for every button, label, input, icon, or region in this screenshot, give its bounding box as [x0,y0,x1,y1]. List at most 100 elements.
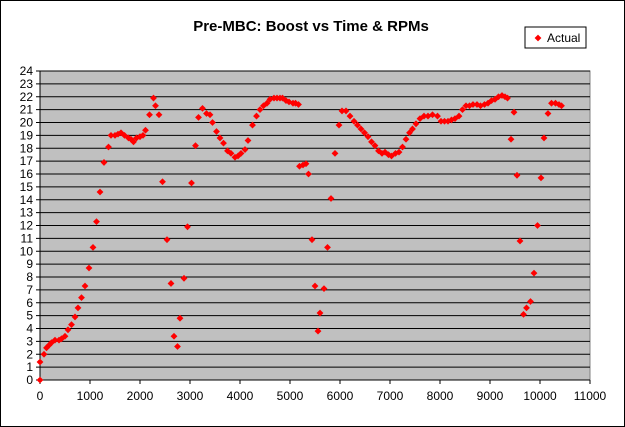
data-point [295,101,302,108]
y-tick-label: 18 [20,141,34,155]
y-tick-label: 16 [20,167,34,181]
y-tick-label: 6 [26,296,33,310]
data-point [253,112,260,120]
data-point [146,111,153,119]
data-point [51,336,59,344]
data-point [308,236,316,244]
data-point [544,110,552,117]
data-point [523,304,530,312]
data-point [167,280,175,287]
y-tick-label: 12 [20,219,34,233]
data-point [282,97,290,105]
y-tick-label: 9 [26,257,33,271]
data-point [152,102,159,110]
data-point [444,117,452,125]
data-point [279,94,286,102]
y-tick-label: 19 [20,128,34,142]
data-point [381,148,389,156]
data-point [455,112,463,120]
data-point [501,93,509,101]
x-tick-label: 6000 [327,389,354,403]
data-point [234,152,242,160]
data-point [163,236,171,244]
data-point [320,285,328,292]
x-axis-ticks: 0 1000 2000 3000 4000 5000 6000 7000 8000 9000 100… [37,380,607,403]
data-point [537,174,545,182]
data-point [299,161,307,169]
y-tick-label: 1 [26,360,33,374]
data-point [481,101,488,108]
data-point [402,135,410,143]
data-point [429,111,436,119]
data-point [188,179,195,187]
y-tick-label: 8 [26,270,33,284]
data-point [107,131,115,139]
data-point [89,243,97,251]
data-point [342,107,350,115]
legend: Actual [524,26,587,49]
data-point [385,151,392,159]
y-tick-label: 24 [20,64,34,78]
data-point [305,170,312,178]
data-point [488,97,495,105]
data-point [451,115,459,123]
data-point [516,237,524,245]
data-point [437,117,445,125]
data-point [93,218,100,226]
x-tick-label: 8000 [427,389,454,403]
y-tick-label: 17 [20,154,34,168]
data-point [224,147,231,155]
data-point [130,138,137,146]
x-tick-label: 0 [37,389,44,403]
data-point [43,344,50,352]
data-point [36,376,44,384]
data-point [68,321,75,329]
legend-label: Actual [547,31,580,45]
data-point [462,102,470,110]
data-point [237,150,245,157]
data-point [371,142,379,150]
data-point [416,115,424,123]
y-tick-label: 20 [20,116,34,130]
data-point [184,223,191,231]
data-point [159,178,166,186]
data-point [213,128,220,135]
data-point [409,125,416,133]
data-point [388,152,395,160]
data-point [81,282,89,290]
data-point [448,116,455,124]
data-point [139,131,147,139]
data-point [392,150,399,157]
data-point [346,112,354,120]
data-point [399,143,406,151]
data-point [534,222,541,229]
x-tick-label: 4000 [227,389,254,403]
data-point [466,102,473,110]
x-tick-label: 2000 [127,389,154,403]
data-point [335,121,343,129]
data-point [395,148,403,156]
data-point [199,104,206,112]
data-point [263,99,271,107]
data-point [74,304,82,312]
data-point [311,282,319,290]
y-tick-label: 4 [26,322,33,336]
data-point [216,134,224,142]
y-tick-label: 0 [26,373,33,387]
data-point [244,137,252,144]
data-point [78,294,85,301]
data-point [469,101,477,108]
y-tick-label: 14 [20,193,34,207]
data-point [241,146,249,153]
data-point [555,101,563,108]
data-point [260,102,267,110]
data-point [155,111,163,119]
y-tick-label: 3 [26,334,33,348]
data-point [459,106,466,114]
data-point [209,119,216,126]
x-tick-label: 3000 [177,389,204,403]
data-point [249,121,256,129]
data-point [71,313,79,321]
data-point [174,343,181,350]
